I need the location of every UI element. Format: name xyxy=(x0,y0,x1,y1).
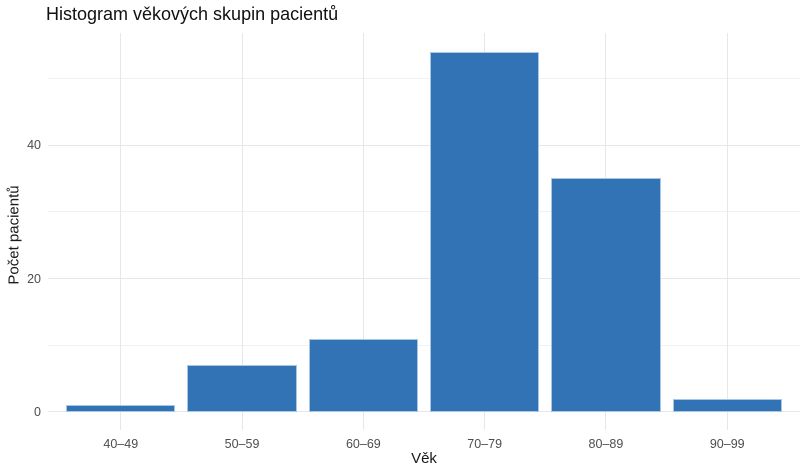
gridline-minor xyxy=(48,211,800,213)
x-tick-label: 40–49 xyxy=(103,437,139,451)
x-tick-label: 50–59 xyxy=(224,437,260,451)
x-tick-label: 80–89 xyxy=(588,437,624,451)
chart-title: Histogram věkových skupin pacientů xyxy=(46,4,339,24)
gridline-minor xyxy=(48,344,800,346)
gridline-vertical xyxy=(120,33,122,430)
y-axis-title: Počet pacientů xyxy=(5,185,23,285)
bar-60–69 xyxy=(308,338,418,412)
gridline-major xyxy=(48,278,800,280)
gridline-major xyxy=(48,411,800,413)
gridline-vertical xyxy=(241,33,243,430)
y-tick-label: 40 xyxy=(27,138,41,153)
gridline-vertical xyxy=(362,33,364,430)
gridline-vertical xyxy=(726,33,728,430)
y-tick-label: 0 xyxy=(34,404,41,419)
x-tick-label: 90–99 xyxy=(709,437,745,451)
bar-70–79 xyxy=(430,51,540,412)
bar-80–89 xyxy=(551,178,661,412)
x-axis-title: Věk xyxy=(411,450,437,467)
gridline-minor xyxy=(48,77,800,79)
bar-40–49 xyxy=(66,405,176,412)
bar-90–99 xyxy=(672,398,782,412)
bar-50–59 xyxy=(187,365,297,412)
gridline-major xyxy=(48,144,800,146)
x-tick-label: 70–79 xyxy=(467,437,503,451)
x-tick-label: 60–69 xyxy=(345,437,381,451)
plot-panel xyxy=(48,33,800,430)
y-tick-label: 20 xyxy=(27,271,41,286)
